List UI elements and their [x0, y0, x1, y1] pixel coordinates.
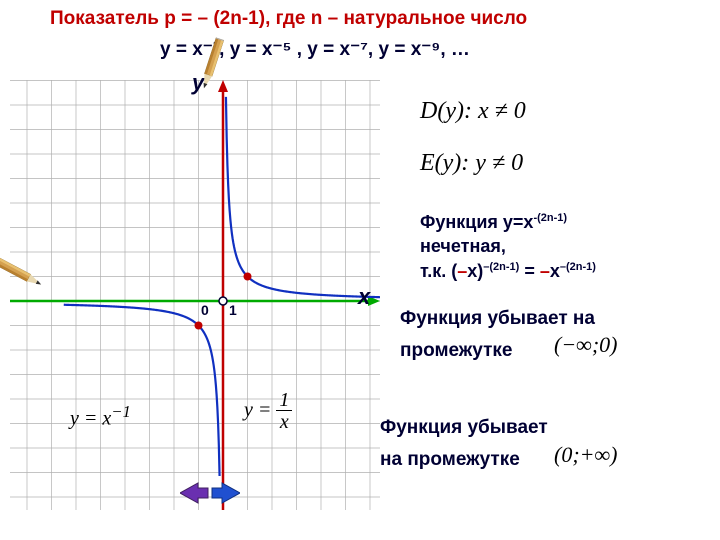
x-axis-label: х	[358, 284, 370, 310]
graph-area	[10, 80, 380, 510]
odd-function-text: Функция у=х-(2n-1) нечетная, т.к. (–х)–(…	[420, 210, 596, 283]
odd-l1sup: -(2n-1)	[533, 212, 567, 224]
odd-l1a: Функция у=х	[420, 212, 533, 232]
one-label: 1	[229, 302, 237, 318]
odd-l3c: х)	[467, 261, 483, 281]
fraction-den: x	[276, 411, 292, 433]
odd-l3a: т.к. (	[420, 261, 457, 281]
formula-right-lhs: y =	[244, 399, 276, 421]
domain-expr: : x ≠ 0	[464, 98, 526, 124]
interval-neg: (−∞;0)	[554, 332, 618, 358]
double-arrow-icon	[180, 478, 240, 508]
title-n2: n	[311, 8, 323, 29]
domain-text: D(y): x ≠ 0	[420, 98, 526, 125]
dec1-l2: промежутке	[400, 340, 512, 361]
odd-l3d: =	[519, 261, 540, 281]
odd-l3e: –	[540, 261, 550, 281]
odd-l3sup2: –(2n-1)	[560, 261, 596, 273]
dec2-l2: на промежутке	[380, 449, 520, 470]
odd-l2: нечетная,	[420, 236, 506, 256]
odd-l3sup: –(2n-1)	[483, 261, 519, 273]
range-text: E(y): y ≠ 0	[420, 150, 523, 177]
title-prefix: Показатель р = – (2	[50, 8, 230, 29]
slide-title: Показатель р = – (2n-1), где n – натурал…	[50, 8, 527, 30]
formula-left-text: y = x	[70, 408, 111, 430]
dec1-l1: Функция убывает на	[400, 308, 595, 329]
dec2-l1: Функция убывает	[380, 417, 548, 438]
fraction-num: 1	[276, 390, 292, 411]
range-expr: : y ≠ 0	[461, 150, 523, 176]
decreasing-text-2: Функция убывает на промежутке	[380, 412, 548, 477]
title-mid: -1), где	[242, 8, 311, 29]
origin-label: 0	[201, 302, 209, 318]
formula-left-sup: −1	[111, 402, 131, 421]
formula-x-inverse: y = x−1	[70, 402, 131, 431]
interval-pos: (0;+∞)	[554, 442, 618, 468]
odd-l3f: х	[550, 261, 560, 281]
domain-label: D(y)	[420, 98, 464, 124]
range-label: E(y)	[420, 150, 461, 176]
formula-fraction: y = 1x	[244, 390, 292, 433]
graph-svg	[10, 80, 380, 510]
title-suffix: – натуральное число	[322, 8, 527, 29]
fraction: 1x	[276, 390, 292, 433]
odd-l3b: –	[457, 261, 467, 281]
title-n: n	[230, 8, 242, 29]
